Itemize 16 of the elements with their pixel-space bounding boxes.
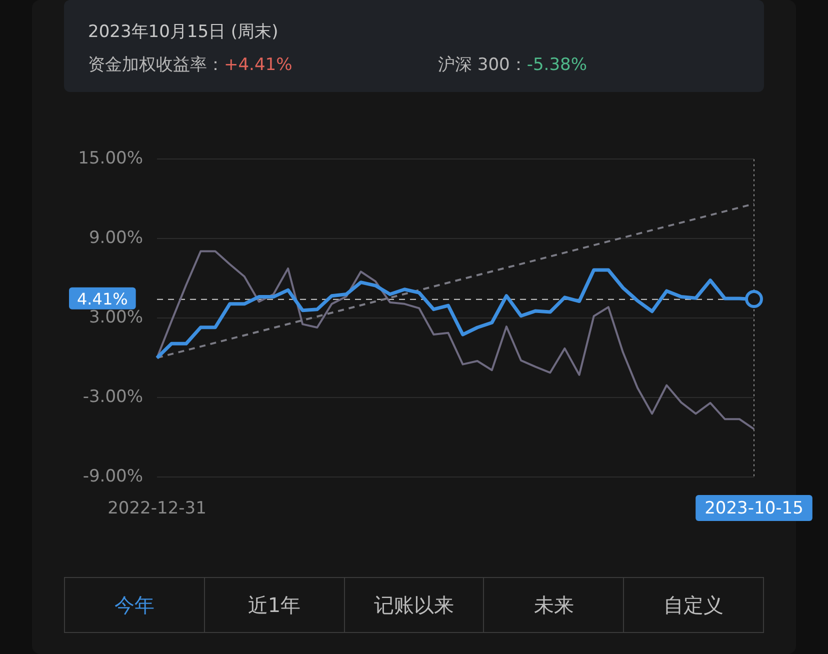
chart-title: 2023年10月15日 (周末) — [88, 21, 278, 43]
text: 近1年 — [204, 578, 344, 632]
text: 今年 — [113, 592, 156, 618]
x-tick-label: 2023-10-15 — [704, 498, 804, 518]
ref-line-label: 4.41% — [77, 290, 128, 309]
text: 资金加权收益率：+4.41% — [88, 55, 292, 75]
text: 未来 — [483, 578, 624, 632]
y-tick-label: 3.00% — [88, 308, 143, 328]
y-tick-label: -9.00% — [82, 466, 143, 486]
text: 沪深 300：-5.38% — [438, 55, 587, 75]
y-tick-label: 15.00% — [78, 148, 143, 169]
x-tick-label: 2022-12-31 — [108, 498, 206, 518]
text: 记账以来 — [344, 578, 484, 632]
text: 自定义 — [623, 578, 763, 632]
y-tick-label: 9.00% — [88, 228, 143, 248]
y-tick-label: -3.00% — [82, 386, 143, 407]
